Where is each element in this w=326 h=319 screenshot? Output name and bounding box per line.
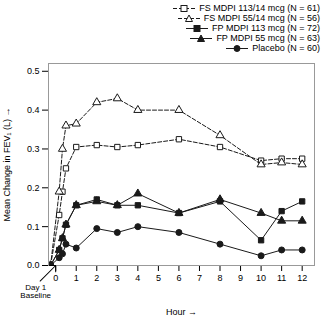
svg-text:8: 8: [218, 273, 223, 283]
svg-text:0.2: 0.2: [27, 183, 40, 193]
svg-text:Day 1Baseline: Day 1Baseline: [20, 283, 51, 300]
svg-text:7: 7: [197, 273, 202, 283]
svg-text:0.3: 0.3: [27, 144, 40, 154]
svg-text:5: 5: [156, 273, 161, 283]
svg-text:0.1: 0.1: [27, 222, 40, 232]
svg-text:6: 6: [176, 273, 181, 283]
html-text:Placebo (N = 60): Placebo (N = 60): [252, 43, 320, 53]
html-text:FP MDPI 55 mcg (N = 63): FP MDPI 55 mcg (N = 63): [216, 33, 320, 43]
svg-text:0.5: 0.5: [27, 66, 40, 76]
svg-text:0: 0: [53, 273, 58, 283]
svg-text:12: 12: [297, 273, 307, 283]
svg-text:10: 10: [256, 273, 266, 283]
svg-text:1: 1: [74, 273, 79, 283]
svg-text:Mean Change in FEV₁ (L) →: Mean Change in FEV₁ (L) →: [2, 107, 12, 221]
svg-text:0.0: 0.0: [27, 260, 40, 270]
svg-text:0.4: 0.4: [27, 105, 40, 115]
svg-text:4: 4: [135, 273, 140, 283]
html-text:FS MDPI 55/14 mcg (N = 56): FS MDPI 55/14 mcg (N = 56): [203, 13, 320, 23]
html-text:FS MDPI 113/14 mcg (N = 61): FS MDPI 113/14 mcg (N = 61): [199, 3, 320, 13]
html-text:FP MDPI 113 mcg (N = 72): FP MDPI 113 mcg (N = 72): [212, 23, 320, 33]
svg-text:11: 11: [277, 273, 286, 283]
svg-text:3: 3: [115, 273, 120, 283]
svg-text:Hour →: Hour →: [166, 307, 197, 317]
svg-text:9: 9: [238, 273, 243, 283]
svg-text:2: 2: [94, 273, 99, 283]
